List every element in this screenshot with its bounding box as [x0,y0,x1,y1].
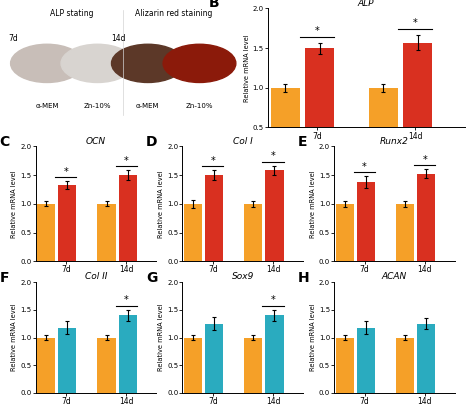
Text: ALP stating: ALP stating [50,9,94,18]
Bar [357,328,375,393]
Bar [98,204,116,261]
Y-axis label: Relative mRNA level: Relative mRNA level [158,304,164,371]
Bar [37,204,55,261]
Text: *: * [315,26,319,36]
Bar [403,43,432,167]
Circle shape [163,44,236,82]
Text: *: * [124,296,128,306]
Text: Zn-10%: Zn-10% [84,103,111,109]
Bar [58,328,76,393]
Bar [417,174,435,261]
Bar [369,88,398,167]
Text: *: * [422,155,427,165]
Bar [245,204,263,261]
Bar [37,338,55,393]
Title: OCN: OCN [86,137,106,145]
Text: 14d: 14d [111,34,126,43]
Bar [265,171,283,261]
Bar [205,175,223,261]
Text: *: * [124,156,128,166]
Bar [396,338,414,393]
Y-axis label: Relative mRNA level: Relative mRNA level [310,170,316,237]
Bar [118,175,137,261]
Y-axis label: Relative mRNA level: Relative mRNA level [11,170,18,237]
Text: α-MEM: α-MEM [136,103,160,109]
Text: *: * [210,156,215,166]
Text: E: E [298,135,308,149]
Title: ACAN: ACAN [382,273,407,281]
Text: D: D [146,135,158,149]
Title: Col I: Col I [233,137,253,145]
Text: *: * [362,162,367,171]
Title: Runx2: Runx2 [380,137,409,145]
Bar [417,324,435,393]
Text: *: * [64,167,68,177]
Text: B: B [209,0,219,10]
Y-axis label: Relative mRNA level: Relative mRNA level [11,304,18,371]
Text: Zn-10%: Zn-10% [186,103,213,109]
Y-axis label: Relative mRNA level: Relative mRNA level [310,304,316,371]
Bar [305,48,334,167]
Bar [265,316,283,393]
Bar [396,204,414,261]
Text: H: H [298,271,310,285]
Text: F: F [0,271,9,285]
Title: Sox9: Sox9 [232,273,254,281]
Bar [58,186,76,261]
Text: Alizarin red staining: Alizarin red staining [135,9,212,18]
Circle shape [61,44,134,82]
Text: C: C [0,135,9,149]
Text: *: * [413,18,418,28]
Y-axis label: Relative mRNA level: Relative mRNA level [158,170,164,237]
Bar [118,316,137,393]
Text: 7d: 7d [8,34,18,43]
Bar [271,88,300,167]
Bar [184,204,202,261]
Circle shape [111,44,184,82]
Y-axis label: Relative mRNA level: Relative mRNA level [244,34,250,102]
Title: Col II: Col II [85,273,107,281]
Title: ALP: ALP [358,0,374,8]
Bar [357,182,375,261]
Text: *: * [271,296,275,306]
Bar [98,338,116,393]
Bar [336,204,354,261]
Circle shape [10,44,83,82]
Text: α-MEM: α-MEM [35,103,59,109]
Text: *: * [271,151,275,161]
Bar [245,338,263,393]
Bar [184,338,202,393]
Bar [336,338,354,393]
Legend: α-MEM, Zn-10%: α-MEM, Zn-10% [373,314,452,321]
Text: G: G [146,271,157,285]
Bar [205,324,223,393]
